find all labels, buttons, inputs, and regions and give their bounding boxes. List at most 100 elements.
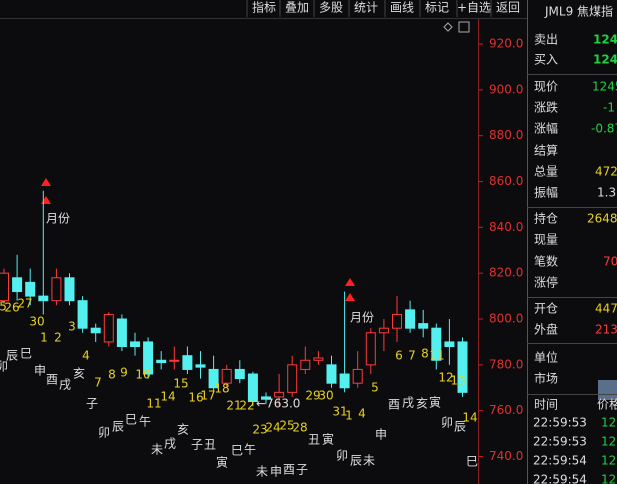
trade-time: 22:59:54	[533, 454, 587, 468]
candle-body	[143, 341, 154, 375]
date-label: 16	[188, 391, 203, 405]
y-tick-label: 900.0	[489, 82, 523, 96]
quote-label: 总量	[534, 165, 558, 179]
date-label: 28	[292, 421, 307, 435]
quote-value: -0.87	[591, 122, 617, 136]
branch-label: 卯	[98, 426, 110, 440]
candle-body	[405, 309, 416, 329]
candle-body	[0, 272, 9, 302]
branch-label: 子	[86, 397, 98, 411]
y-tick-label: 800.0	[489, 312, 523, 326]
date-label: 13	[450, 374, 465, 388]
candle-body	[77, 300, 88, 329]
toolbar-button[interactable]: 画线	[390, 1, 414, 15]
period-label: 月份	[350, 311, 374, 325]
quote-value: 472	[595, 165, 617, 179]
candle-body	[457, 341, 468, 393]
quote-label: 买入	[534, 53, 558, 67]
date-label: 8	[421, 347, 429, 361]
date-label: 7	[94, 376, 102, 390]
candle-body	[365, 332, 376, 366]
date-label: 14	[160, 390, 175, 404]
y-tick-label: 920.0	[489, 37, 523, 51]
branch-label: 戌	[402, 396, 414, 410]
candle-body	[38, 295, 49, 302]
date-label: 11	[429, 349, 444, 363]
trade-price: 12	[601, 435, 616, 449]
branch-label: 子	[296, 463, 308, 477]
trade-time: 22:59:54	[533, 473, 587, 484]
candle-body	[339, 373, 350, 389]
toolbar-button[interactable]: +自选	[457, 1, 491, 15]
candle-body	[51, 277, 62, 302]
date-label: 1	[345, 409, 353, 423]
quote-label: 现价	[534, 80, 558, 94]
candle-body	[103, 313, 114, 343]
date-label: 18	[214, 382, 229, 396]
date-label: 4	[82, 349, 90, 363]
toolbar-button[interactable]: 多股	[319, 1, 343, 15]
toolbar-button[interactable]: 统计	[354, 1, 378, 15]
quote-value: 447	[595, 302, 617, 316]
branch-label: 未	[256, 465, 268, 479]
toolbar-button[interactable]: 指标	[252, 0, 276, 15]
quote-label: 涨跌	[534, 100, 558, 115]
branch-label: 申	[34, 364, 46, 378]
candle-body	[431, 327, 442, 361]
y-tick-label: 840.0	[489, 220, 523, 234]
quote-value: -1	[603, 101, 615, 115]
branch-label: 卯	[441, 416, 453, 430]
branch-label: 卯	[336, 449, 348, 463]
candle-body	[234, 368, 245, 380]
candle-body	[261, 396, 271, 400]
date-label: 2	[54, 331, 62, 345]
candle-body	[326, 364, 337, 384]
trade-header: 价格	[597, 397, 617, 412]
candle-body	[378, 327, 389, 334]
trade-time: 22:59:53	[533, 435, 587, 449]
branch-label: 亥	[73, 367, 85, 381]
date-label: 7	[408, 349, 416, 363]
window-icon[interactable]	[458, 21, 470, 33]
branch-label: 巳	[125, 413, 137, 427]
trade-price: 12	[601, 416, 616, 430]
quote-value: 1.31	[597, 186, 617, 200]
trade-price: 12	[601, 473, 616, 484]
branch-label: 戌	[59, 378, 71, 392]
branch-label: 酉	[388, 398, 400, 412]
date-label: 6	[395, 349, 403, 363]
date-label: 26	[4, 301, 19, 315]
branch-label: 寅	[216, 455, 228, 470]
quote-value: 213	[595, 323, 617, 337]
toolbar-button[interactable]: 标记	[425, 1, 449, 15]
toolbar-button[interactable]: 返回	[496, 1, 520, 15]
date-label: 22	[239, 399, 254, 413]
quote-label: 振幅	[534, 185, 558, 200]
candle-body	[12, 277, 23, 293]
symbol: JML9 焦煤指	[544, 4, 613, 19]
y-tick-label: 860.0	[489, 174, 523, 188]
branch-label: 丑	[308, 433, 320, 447]
date-label: 27	[17, 297, 32, 311]
quote-label: 单位	[534, 350, 558, 365]
quote-label: 笔数	[534, 254, 558, 269]
branch-label: 巳	[20, 347, 32, 361]
candle-body	[90, 327, 101, 334]
candle-body	[182, 355, 193, 370]
toolbar-button[interactable]: 叠加	[285, 1, 309, 15]
date-label: 21	[226, 399, 241, 413]
date-label: 25	[279, 419, 294, 433]
y-tick-label: 880.0	[489, 128, 523, 142]
date-label: 11	[146, 397, 161, 411]
branch-label: 戌	[164, 437, 176, 451]
quote-value: 124	[593, 53, 617, 67]
branch-label: 酉	[283, 463, 295, 477]
candle-body	[156, 359, 167, 364]
diamond-icon[interactable]	[443, 22, 453, 32]
candle-body	[247, 373, 258, 403]
quote-label: 涨幅	[534, 121, 558, 136]
trade-header: 时间	[534, 398, 558, 412]
candle-body	[352, 368, 363, 384]
